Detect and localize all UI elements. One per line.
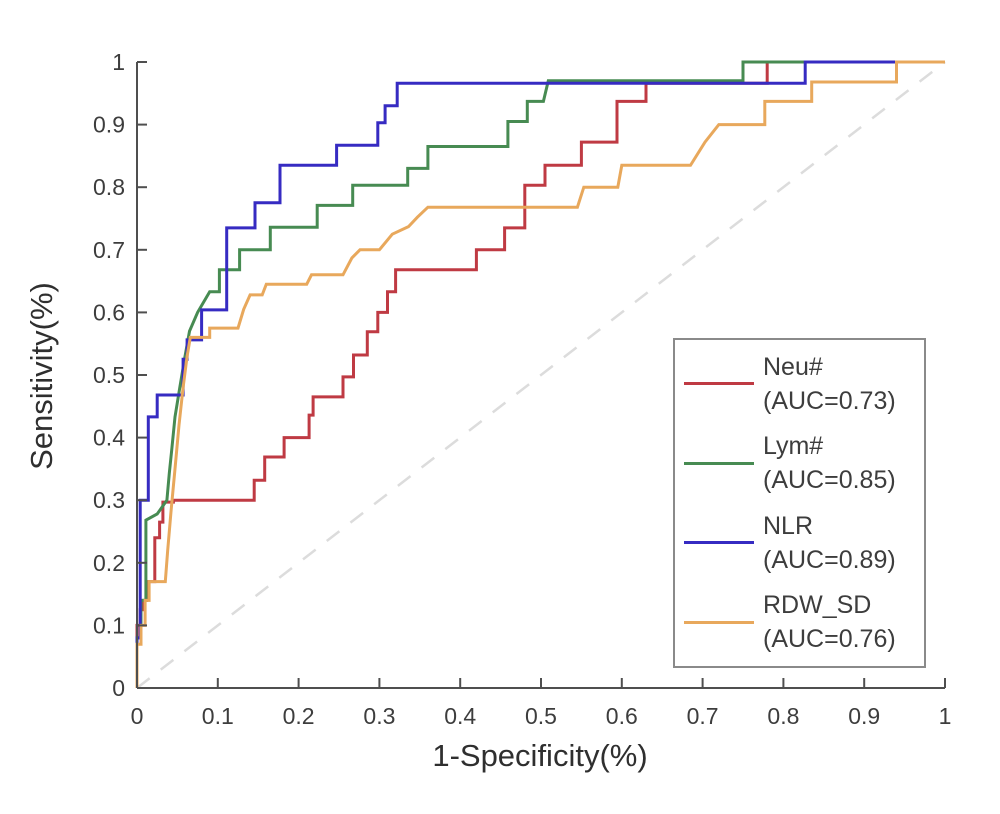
- x-tick-label: 0.9: [848, 703, 880, 729]
- legend-series-name: NLR: [763, 511, 814, 540]
- legend-series-name: Neu#: [763, 352, 823, 381]
- x-tick-label: 0.1: [202, 703, 234, 729]
- roc-curve-rdwsd: [135, 60, 945, 688]
- y-tick-label: 0.7: [93, 237, 125, 263]
- legend-swatch-cell: [675, 382, 763, 386]
- y-tick-label: 0.6: [93, 299, 125, 325]
- roc-curve-nlr: [135, 60, 945, 688]
- x-tick-label: 0.6: [606, 703, 638, 729]
- legend-box: Neu# (AUC=0.73) Lym# (AUC=0.85) NLR (AUC…: [673, 338, 926, 668]
- legend-entry-nlr: NLR (AUC=0.89): [675, 509, 924, 577]
- legend-entry-neu: Neu# (AUC=0.73): [675, 350, 924, 418]
- legend-swatch-cell: [675, 461, 763, 465]
- legend-entry-rdwsd: RDW_SD (AUC=0.76): [675, 588, 924, 656]
- y-tick-label: 0.3: [93, 487, 125, 513]
- legend-line-swatch-lym: [684, 461, 754, 465]
- y-tick-label: 0: [112, 675, 125, 701]
- legend-line-swatch-neu: [684, 382, 754, 386]
- legend-line-swatch-nlr: [684, 541, 754, 545]
- x-tick-label: 0.5: [525, 703, 557, 729]
- roc-curve-lym: [135, 60, 945, 688]
- x-tick-label: 0.4: [444, 703, 476, 729]
- x-tick-label: 0.7: [687, 703, 719, 729]
- y-tick-label: 0.9: [93, 112, 125, 138]
- y-tick-label: 0.1: [93, 612, 125, 638]
- y-tick-label: 0.8: [93, 174, 125, 200]
- x-axis-label: 1-Specificity(%): [432, 738, 648, 773]
- x-tick-label: 0.2: [283, 703, 315, 729]
- y-tick-label: 0.2: [93, 550, 125, 576]
- y-tick-label: 0.5: [93, 362, 125, 388]
- x-tick-label: 0.8: [767, 703, 799, 729]
- y-tick-label: 0.4: [93, 425, 125, 451]
- legend-line-swatch-rdwsd: [684, 620, 754, 624]
- legend-series-auc: (AUC=0.76): [763, 625, 896, 654]
- y-axis-label: Sensitivity(%): [24, 282, 59, 470]
- legend-series-auc: (AUC=0.73): [763, 386, 896, 415]
- reference-diagonal-line: [136, 61, 946, 689]
- legend-series-auc: (AUC=0.85): [763, 466, 896, 495]
- y-tick-label: 1: [112, 49, 125, 75]
- legend-swatch-cell: [675, 620, 763, 624]
- x-tick-label: 1: [939, 703, 952, 729]
- legend-swatch-cell: [675, 541, 763, 545]
- x-tick-label: 0.3: [363, 703, 395, 729]
- legend-series-name: RDW_SD: [763, 591, 872, 620]
- legend-entry-lym: Lym# (AUC=0.85): [675, 429, 924, 497]
- x-tick-label: 0: [131, 703, 144, 729]
- roc-curve-neu: [135, 60, 945, 688]
- legend-series-auc: (AUC=0.89): [763, 545, 896, 574]
- legend-series-name: Lym#: [763, 432, 824, 461]
